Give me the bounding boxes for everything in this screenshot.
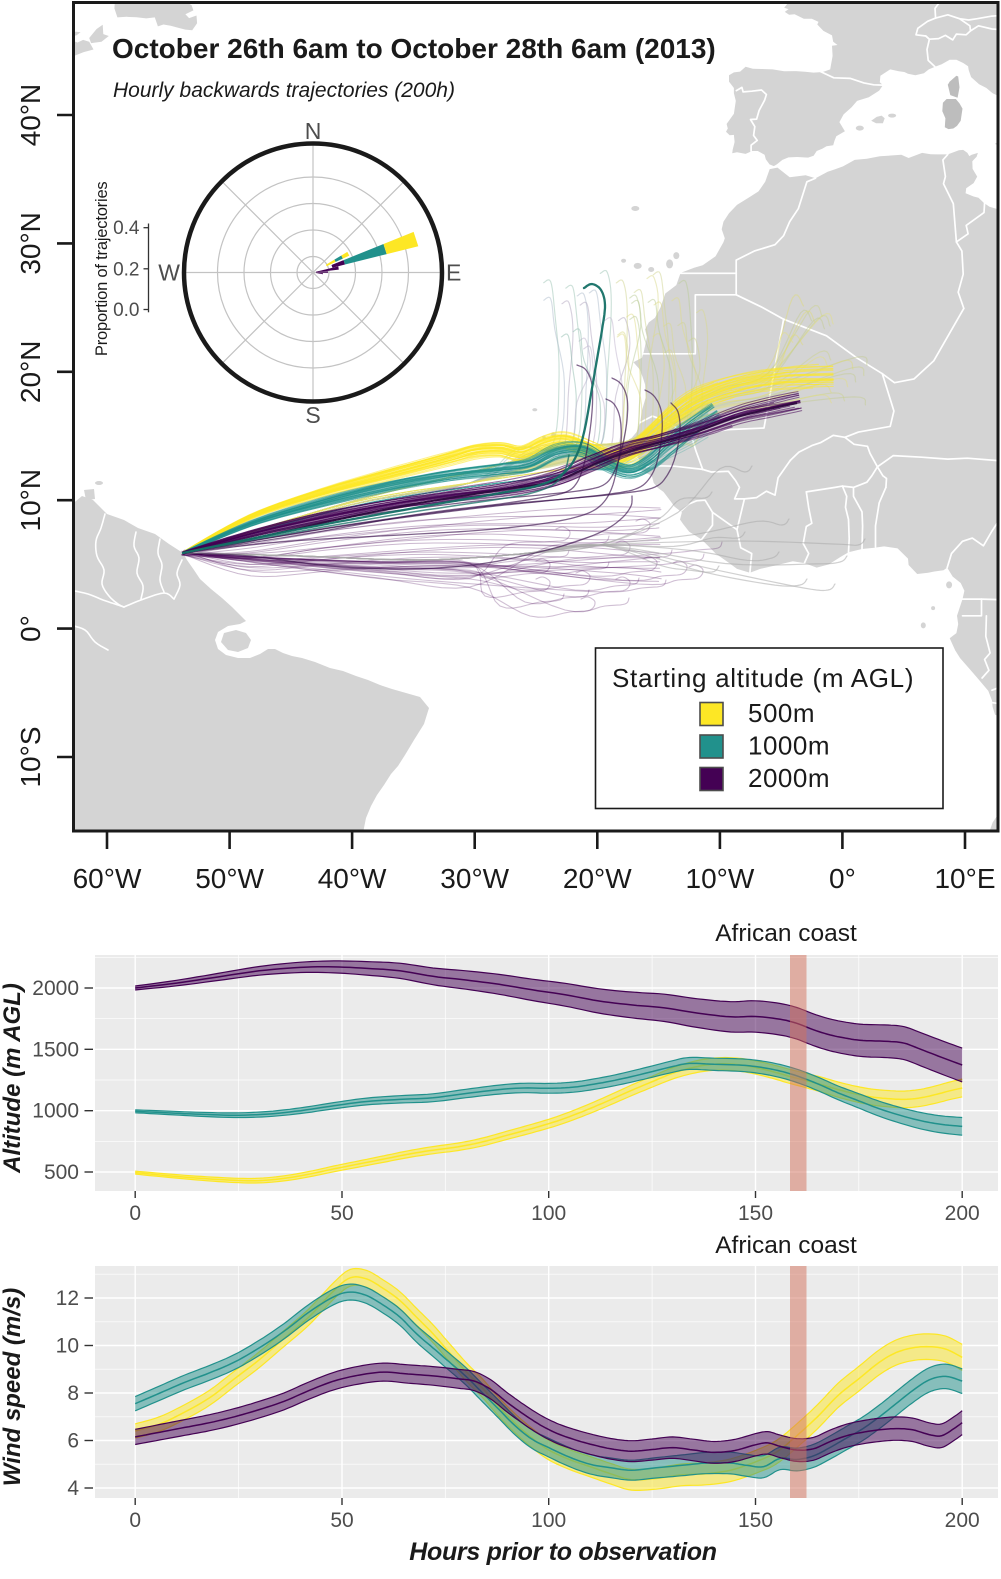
svg-text:500m: 500m: [748, 698, 815, 728]
svg-text:Hours prior to observation: Hours prior to observation: [409, 1538, 717, 1566]
svg-text:50°W: 50°W: [195, 863, 264, 894]
svg-text:Altitude (m AGL): Altitude (m AGL): [0, 983, 26, 1174]
svg-text:40°N: 40°N: [15, 84, 46, 147]
svg-text:0.0: 0.0: [113, 300, 139, 321]
svg-text:500: 500: [44, 1161, 79, 1184]
svg-text:1000m: 1000m: [748, 731, 830, 761]
svg-text:0°: 0°: [829, 863, 856, 894]
svg-text:12: 12: [56, 1287, 79, 1310]
svg-text:2000: 2000: [32, 977, 79, 1000]
svg-text:100: 100: [531, 1509, 566, 1532]
svg-text:6: 6: [67, 1430, 79, 1453]
svg-text:20°N: 20°N: [15, 341, 46, 404]
svg-text:10°S: 10°S: [15, 726, 46, 787]
svg-text:0: 0: [129, 1509, 141, 1532]
svg-text:50: 50: [330, 1509, 353, 1532]
svg-text:0.2: 0.2: [113, 259, 139, 280]
svg-text:0: 0: [129, 1202, 141, 1225]
svg-text:8: 8: [67, 1382, 79, 1405]
svg-text:4: 4: [67, 1477, 79, 1500]
svg-text:150: 150: [738, 1202, 773, 1225]
svg-text:Proportion of trajectories: Proportion of trajectories: [93, 182, 111, 357]
svg-text:10°E: 10°E: [934, 863, 995, 894]
svg-text:50: 50: [330, 1202, 353, 1225]
svg-text:W: W: [158, 260, 180, 286]
svg-text:200: 200: [945, 1509, 980, 1532]
svg-text:E: E: [446, 260, 461, 286]
svg-text:2000m: 2000m: [748, 763, 830, 793]
svg-text:1000: 1000: [32, 1100, 79, 1123]
svg-text:10: 10: [56, 1335, 79, 1358]
svg-text:0.4: 0.4: [113, 218, 140, 239]
svg-text:S: S: [305, 402, 320, 428]
svg-text:October 26th 6am to October 28: October 26th 6am to October 28th 6am (20…: [112, 33, 716, 64]
svg-text:10°W: 10°W: [686, 863, 755, 894]
svg-text:60°W: 60°W: [73, 863, 142, 894]
svg-text:African coast: African coast: [715, 1232, 857, 1259]
svg-text:200: 200: [945, 1202, 980, 1225]
svg-text:0°: 0°: [15, 615, 46, 642]
svg-text:10°N: 10°N: [15, 469, 46, 532]
svg-text:1500: 1500: [32, 1038, 79, 1061]
svg-text:40°W: 40°W: [318, 863, 387, 894]
svg-text:Starting altitude (m AGL): Starting altitude (m AGL): [612, 663, 914, 693]
svg-text:Wind speed (m/s): Wind speed (m/s): [0, 1288, 26, 1486]
svg-text:30°W: 30°W: [440, 863, 509, 894]
svg-text:30°N: 30°N: [15, 212, 46, 275]
svg-text:20°W: 20°W: [563, 863, 632, 894]
svg-text:100: 100: [531, 1202, 566, 1225]
svg-text:African coast: African coast: [715, 920, 857, 947]
svg-text:N: N: [305, 118, 322, 144]
svg-text:150: 150: [738, 1509, 773, 1532]
svg-text:Hourly backwards trajectories: Hourly backwards trajectories (200h): [113, 79, 455, 102]
